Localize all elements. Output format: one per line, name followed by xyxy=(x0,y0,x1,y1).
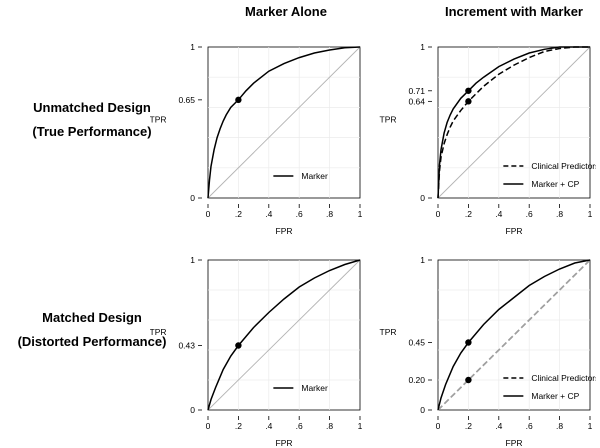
x-tick-label: .2 xyxy=(465,421,472,431)
legend-label: Marker xyxy=(301,171,328,181)
y-tick-label: 0 xyxy=(190,193,195,203)
x-tick-label: .8 xyxy=(326,209,333,219)
operating-point xyxy=(235,342,242,349)
x-tick-label: .6 xyxy=(296,209,303,219)
x-tick-label: 0 xyxy=(436,421,441,431)
x-tick-label: .8 xyxy=(556,421,563,431)
legend-label: Marker + CP xyxy=(531,179,579,189)
roc-curve-clinical-predictors xyxy=(437,46,590,199)
y-tick-label: 0.45 xyxy=(408,338,425,348)
roc-panel-bottom-right: 0 .2 .4 .6 .8 1 0 0.20 0.45 1 FPR TPR Clinical Predi… xyxy=(380,255,597,448)
roc-curve-marker-cp xyxy=(437,259,591,411)
roc-panel-bottom-left: 0 .2 .4 .6 .8 1 0 0.43 1 FPR TPR Marker xyxy=(150,255,363,448)
operating-point xyxy=(465,376,472,384)
x-tick-label: .2 xyxy=(235,421,242,431)
x-tick-label: .8 xyxy=(556,209,563,219)
roc-curve-marker-cp xyxy=(437,46,590,199)
x-tick-label: 0 xyxy=(436,209,441,219)
x-tick-label: .4 xyxy=(265,209,272,219)
x-tick-label: 1 xyxy=(588,421,593,431)
x-tick-label: .2 xyxy=(465,209,472,219)
y-tick-label: 0.71 xyxy=(408,86,425,96)
y-tick-label: 0.20 xyxy=(408,375,425,385)
x-tick-label: 1 xyxy=(358,421,363,431)
y-tick-label: 0 xyxy=(420,193,425,203)
roc-panel-top-left: 0 .2 .4 .6 .8 1 0 0.65 1 FPR TPR Marker xyxy=(150,42,363,236)
x-tick-label: .4 xyxy=(265,421,272,431)
y-axis-label: TPR xyxy=(150,115,167,125)
legend-label: Marker xyxy=(301,383,328,393)
x-tick-label: .4 xyxy=(495,209,502,219)
chance-diagonal xyxy=(207,46,361,199)
legend-label: Clinical Predictors xyxy=(531,161,596,171)
x-tick-label: 1 xyxy=(588,209,593,219)
x-tick-label: .6 xyxy=(526,421,533,431)
operating-point xyxy=(465,339,472,346)
row-title-unmatched: Unmatched Design (True Performance) xyxy=(2,96,182,144)
x-axis-label: FPR xyxy=(506,438,523,448)
y-tick-label: 1 xyxy=(190,42,195,52)
column-title-marker-alone: Marker Alone xyxy=(245,4,327,19)
roc-panel-top-right: 0 .2 .4 .6 .8 1 0 0.640.71 1 FPR TPR Clinical Predi… xyxy=(380,42,597,236)
y-tick-label: 0.64 xyxy=(408,96,425,106)
roc-curve-marker xyxy=(207,259,361,411)
row-title-unmatched-line1: Unmatched Design xyxy=(33,100,151,115)
y-tick-label: 0.43 xyxy=(178,341,195,351)
legend-label: Marker + CP xyxy=(531,391,579,401)
column-title-increment: Increment with Marker xyxy=(445,4,583,19)
row-title-unmatched-line2: (True Performance) xyxy=(32,124,152,139)
x-tick-label: 0 xyxy=(206,421,211,431)
x-tick-label: .8 xyxy=(326,421,333,431)
row-title-matched: Matched Design (Distorted Performance) xyxy=(2,306,182,354)
x-tick-label: 0 xyxy=(206,209,211,219)
operating-point xyxy=(235,96,242,104)
x-axis-label: FPR xyxy=(506,226,523,236)
y-tick-label: 1 xyxy=(420,42,425,52)
operating-point xyxy=(465,87,472,94)
x-axis-label: FPR xyxy=(276,438,293,448)
x-tick-label: 1 xyxy=(358,209,363,219)
x-tick-label: .2 xyxy=(235,209,242,219)
y-tick-label: 0 xyxy=(420,405,425,415)
plot-frame xyxy=(437,259,591,411)
y-tick-label: 0.65 xyxy=(178,95,195,105)
x-tick-label: .4 xyxy=(495,421,502,431)
y-axis-label: TPR xyxy=(150,327,167,337)
y-tick-label: 1 xyxy=(420,255,425,265)
operating-point xyxy=(465,98,472,105)
chance-diagonal xyxy=(207,259,361,411)
x-tick-label: .6 xyxy=(526,209,533,219)
x-tick-label: .6 xyxy=(296,421,303,431)
legend-label: Clinical Predictors xyxy=(531,373,596,383)
y-axis-label: TPR xyxy=(380,115,397,125)
y-axis-label: TPR xyxy=(380,327,397,337)
chance-diagonal xyxy=(437,46,591,199)
row-title-matched-line2: (Distorted Performance) xyxy=(17,334,167,349)
y-tick-label: 1 xyxy=(190,255,195,265)
row-title-matched-line1: Matched Design xyxy=(42,310,142,325)
x-axis-label: FPR xyxy=(276,226,293,236)
y-tick-label: 0 xyxy=(190,405,195,415)
